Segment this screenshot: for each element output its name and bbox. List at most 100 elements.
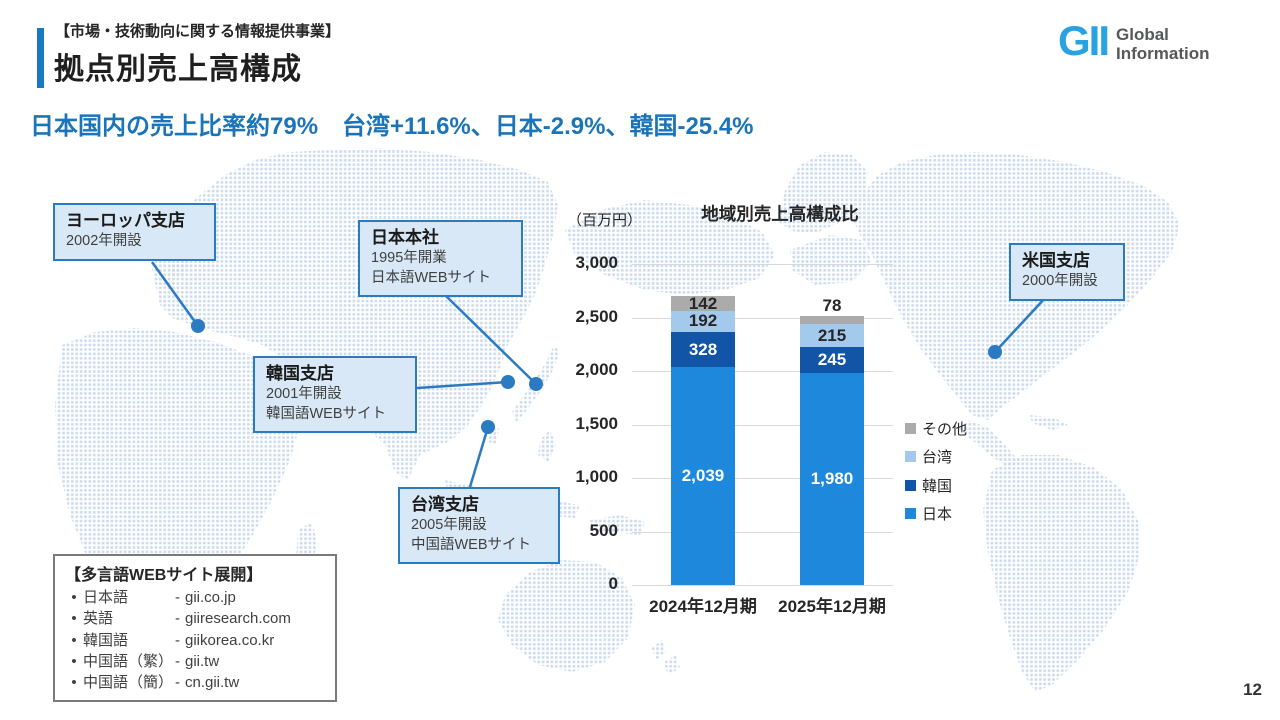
location-dot-japan: [529, 377, 543, 391]
bar-value-label: 142: [688, 293, 718, 313]
page-number: 12: [1243, 680, 1262, 699]
connector-lines: [150, 261, 1047, 488]
chart-unit-label: （百万円）: [567, 212, 643, 229]
bar-value-label: 245: [817, 349, 847, 369]
callout-line: 2005年開設: [411, 517, 487, 534]
callout-usa-branch: 米国支店 2000年開設: [1009, 243, 1125, 301]
gridline: [632, 317, 893, 319]
subtitle: 日本国内の売上比率約79% 台湾+11.6%、日本-2.9%、韓国-25.4%: [30, 113, 754, 140]
bar-segment-韓国: [800, 346, 864, 374]
gridline: [632, 424, 893, 426]
bar-segment-その他: [800, 315, 864, 324]
site-url: giiresearch.com: [185, 610, 291, 628]
callout-line: 2000年開設: [1022, 273, 1098, 290]
callout-taiwan-branch: 台湾支店 2005年開設 中国語WEBサイト: [398, 487, 560, 565]
bar-value-label: 192: [688, 311, 718, 331]
gii-logo-name: Global Information: [1116, 25, 1210, 63]
legend-item-台湾: 台湾: [905, 446, 952, 467]
bar-segment-韓国: [671, 331, 735, 367]
y-axis-tick-label: 3,000: [575, 253, 618, 272]
y-axis-tick-label: 0: [608, 574, 618, 593]
gridline: [632, 264, 893, 265]
location-dot-europe: [191, 319, 205, 333]
language-label: 日本語: [83, 589, 129, 606]
gridline: [632, 478, 893, 479]
gridline: [632, 531, 893, 533]
callout-line: 日本語WEBサイト: [371, 269, 492, 286]
separator: -: [175, 589, 180, 606]
bullet-icon: •: [71, 610, 77, 628]
location-dots: [191, 319, 1002, 434]
bar-segment-台湾: [671, 311, 735, 332]
y-axis-tick-label: 2,500: [575, 306, 618, 326]
bar-value-label: 2,039: [681, 465, 725, 485]
bar-segment-日本: [671, 366, 735, 585]
bar-value-label: 328: [688, 339, 718, 359]
callout-line: 中国語WEBサイト: [411, 536, 532, 553]
web-box-title: 【多言語WEBサイト展開】: [65, 567, 263, 584]
web-box-row: • 日本語 - gii.co.jp: [65, 587, 325, 608]
connector-taiwan: [468, 426, 490, 488]
y-axis-tick-label: 2,000: [575, 360, 618, 379]
gii-logo-name-line1: Global: [1116, 25, 1169, 44]
language-label: 中国語（簡）: [83, 674, 174, 692]
web-box-row: • 英語 - giiresearch.com: [65, 608, 325, 629]
legend-swatch: [905, 451, 916, 463]
callout-title: 日本本社: [371, 228, 439, 247]
bar-value-label: 1,980: [810, 469, 854, 489]
legend-label: その他: [922, 421, 968, 438]
callout-line: 韓国語WEBサイト: [266, 405, 387, 422]
callout-title: 台湾支店: [411, 495, 479, 514]
web-box-row: • 中国語（簡） - cn.gii.tw: [65, 672, 325, 693]
title-accent-bar: [37, 28, 44, 88]
y-axis-tick-label: 1,000: [575, 467, 618, 486]
bullet-icon: •: [71, 631, 77, 649]
gii-logo-mark: GII: [1058, 17, 1110, 64]
site-url: gii.tw: [185, 652, 220, 670]
bar-value-label: 78: [822, 295, 842, 315]
gii-logo: GII Global Information: [1058, 17, 1210, 64]
legend-item-日本: 日本: [905, 503, 952, 524]
callout-japan-hq: 日本本社 1995年開業 日本語WEBサイト: [358, 220, 523, 298]
location-dot-usa: [988, 345, 1002, 359]
x-axis-category-label: 2025年12月期: [778, 597, 886, 616]
legend-item-その他: その他: [905, 418, 967, 439]
callout-line: 1995年開業: [371, 250, 447, 267]
callout-korea-branch: 韓国支店 2001年開設 韓国語WEBサイト: [253, 356, 417, 434]
regional-sales-chart: （百万円） 地域別売上高構成比 0 500 1,000 1,500 2,000 2,500…: [565, 195, 1035, 635]
y-axis-tick-label: 1,500: [575, 413, 618, 433]
separator: -: [175, 652, 180, 670]
legend-label: 韓国: [922, 477, 953, 495]
site-url: gii.co.jp: [185, 589, 236, 606]
callout-europe-branch: ヨーロッパ支店 2002年開設: [53, 203, 216, 261]
separator: -: [175, 610, 180, 628]
x-axis-category-label: 2024年12月期: [649, 597, 757, 616]
multilingual-web-box: 【多言語WEBサイト展開】 • 日本語 - gii.co.jp • 英語 - g…: [53, 554, 337, 703]
language-label: 英語: [83, 610, 114, 628]
page-title: 拠点別売上高構成: [54, 53, 302, 86]
separator: -: [175, 674, 180, 692]
site-url: cn.gii.tw: [185, 674, 240, 692]
bullet-icon: •: [71, 589, 77, 606]
legend-swatch: [905, 479, 916, 491]
legend-item-韓国: 韓国: [905, 475, 952, 496]
y-axis-tick-label: 500: [589, 520, 618, 540]
connector-europe: [150, 261, 200, 327]
language-label: 韓国語: [83, 631, 129, 649]
location-dot-taiwan: [481, 420, 495, 434]
connector-korea: [416, 380, 509, 390]
bar-value-label: 215: [817, 325, 847, 345]
bullet-icon: •: [71, 652, 77, 670]
web-box-row: • 中国語（繁） - gii.tw: [65, 651, 325, 672]
legend-swatch: [905, 423, 916, 434]
gridline: [632, 371, 893, 372]
legend-swatch: [905, 507, 916, 519]
separator: -: [175, 631, 180, 649]
web-box-row: • 韓国語 - giikorea.co.kr: [65, 630, 325, 651]
bar-segment-台湾: [800, 323, 864, 347]
legend-label: 日本: [922, 505, 953, 523]
bar-segment-その他: [671, 295, 735, 312]
callout-title: ヨーロッパ支店: [66, 211, 185, 230]
connector-usa: [994, 296, 1047, 353]
